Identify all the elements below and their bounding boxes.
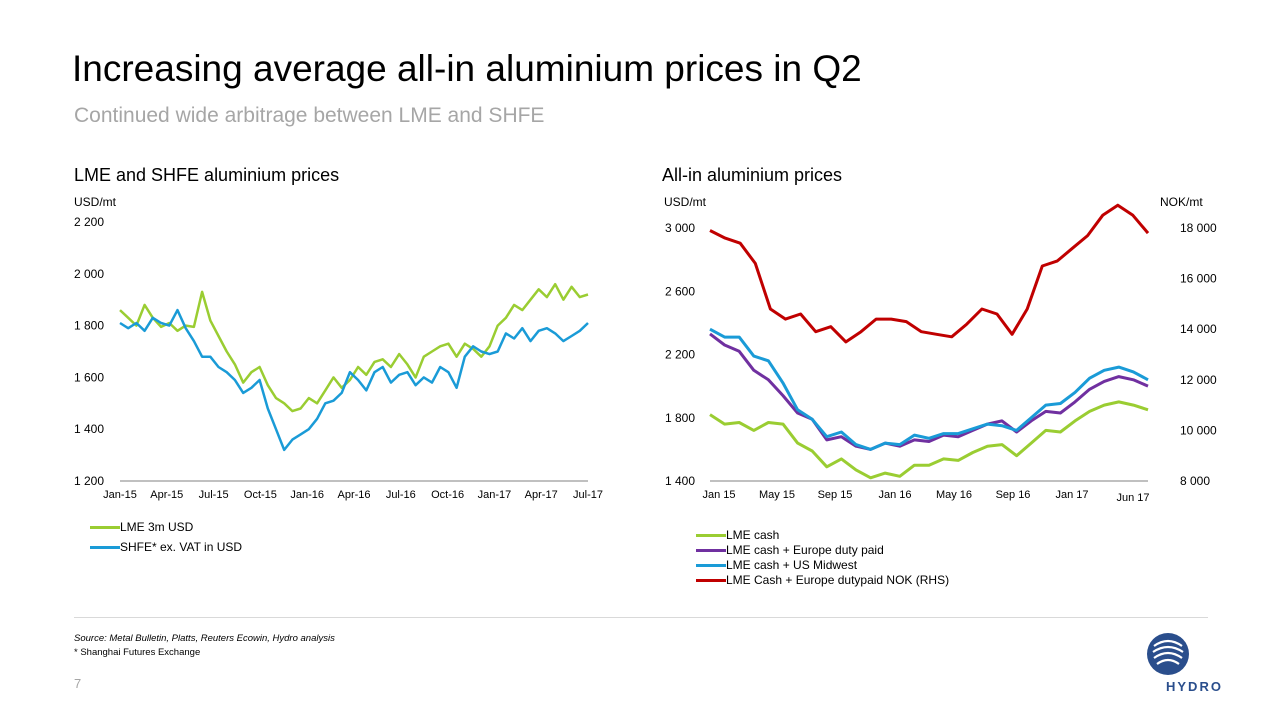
left-price-chart: 1 200 1 400 1 600 1 800 2 000 2 200 Jan-15 Apr-… — [74, 215, 603, 501]
x-tick-label: Jun 17 — [1116, 492, 1149, 504]
x-tick-label: Apr-15 — [150, 489, 183, 501]
x-tick-label: Sep 16 — [996, 489, 1031, 501]
hydro-logo-icon — [1147, 633, 1189, 675]
series-line-europe-duty-paid — [709, 332, 1149, 451]
x-tick-label: May 15 — [759, 489, 795, 501]
footer-divider — [74, 617, 1208, 618]
page-number: 7 — [74, 676, 82, 691]
y-tick-label-right: 10 000 — [1180, 423, 1217, 437]
legend-swatch-lme — [90, 525, 120, 529]
y-tick-label-right: 14 000 — [1180, 322, 1217, 336]
legend-item-nok: LME Cash + Europe dutypaid NOK (RHS) — [696, 573, 949, 587]
x-tick-label: May 16 — [936, 489, 972, 501]
legend-swatch-shfe — [90, 545, 120, 549]
right-allin-chart: 1 400 1 800 2 200 2 600 3 000 8 000 10 000 12 0… — [665, 203, 1217, 504]
y-tick-label: 1 800 — [74, 319, 104, 333]
y-tick-label: 1 400 — [74, 422, 104, 436]
y-tick-label-left: 1 400 — [665, 474, 695, 488]
y-tick-label-right: 12 000 — [1180, 373, 1217, 387]
left-chart-unit: USD/mt — [74, 195, 116, 209]
legend-swatch-europe — [696, 548, 726, 552]
x-tick-label: Sep 15 — [818, 489, 853, 501]
legend-label-europe: LME cash + Europe duty paid — [726, 543, 884, 557]
y-tick-label-right: 16 000 — [1180, 272, 1217, 286]
footnote: * Shanghai Futures Exchange — [74, 647, 201, 658]
x-tick-label: Jan-17 — [478, 489, 512, 501]
x-tick-label: Jul-17 — [573, 489, 603, 501]
series-line-lme-3m — [119, 282, 589, 413]
left-chart-title: LME and SHFE aluminium prices — [74, 165, 340, 185]
x-tick-label: Jul-16 — [386, 489, 416, 501]
x-tick-label: Jan-15 — [103, 489, 137, 501]
legend-swatch-us — [696, 563, 726, 567]
y-tick-label: 2 000 — [74, 267, 104, 281]
right-chart-unit-right: NOK/mt — [1160, 195, 1203, 209]
y-tick-label: 1 600 — [74, 370, 104, 384]
slide-title: Increasing average all-in aluminium pric… — [72, 48, 862, 89]
y-tick-label-left: 2 600 — [665, 284, 695, 298]
legend-item-europe: LME cash + Europe duty paid — [696, 543, 884, 557]
x-tick-label: Oct-16 — [431, 489, 464, 501]
y-tick-label-right: 8 000 — [1180, 474, 1210, 488]
y-tick-label-right: 18 000 — [1180, 221, 1217, 235]
legend-label-shfe: SHFE* ex. VAT in USD — [120, 540, 243, 554]
y-tick-label: 1 200 — [74, 474, 104, 488]
x-tick-label: Apr-16 — [337, 489, 370, 501]
legend-item-lme-cash: LME cash — [696, 528, 779, 542]
y-tick-label-left: 2 200 — [665, 348, 695, 362]
legend-label-lme-cash: LME cash — [726, 528, 780, 542]
series-line-shfe — [119, 308, 589, 452]
series-line-us-midwest — [709, 327, 1149, 451]
y-tick-label-left: 1 800 — [665, 411, 695, 425]
legend-label-nok: LME Cash + Europe dutypaid NOK (RHS) — [726, 573, 950, 587]
right-chart-title: All-in aluminium prices — [662, 165, 843, 185]
x-tick-label: Jan 16 — [878, 489, 911, 501]
legend-swatch-nok — [696, 578, 726, 582]
series-line-europe-nok — [709, 203, 1150, 344]
y-tick-label: 2 200 — [74, 215, 104, 229]
slide-subtitle: Continued wide arbitrage between LME and… — [74, 104, 545, 127]
hydro-logo-text: HYDRO — [1166, 679, 1223, 694]
legend-item-shfe: SHFE* ex. VAT in USD — [90, 540, 242, 554]
legend-item-lme-3m: LME 3m USD — [90, 520, 193, 534]
x-tick-label: Jan 17 — [1055, 489, 1088, 501]
legend-label-lme-3m: LME 3m USD — [120, 520, 194, 534]
x-tick-label: Jan-16 — [290, 489, 324, 501]
series-line-lme-cash — [709, 400, 1149, 480]
right-chart-unit-left: USD/mt — [664, 195, 706, 209]
legend-swatch-lme-cash — [696, 533, 726, 537]
source-note: Source: Metal Bulletin, Platts, Reuters … — [74, 633, 335, 644]
legend-label-us: LME cash + US Midwest — [726, 558, 858, 572]
x-tick-label: Apr-17 — [525, 489, 558, 501]
x-tick-label: Oct-15 — [244, 489, 277, 501]
x-tick-label: Jul-15 — [199, 489, 229, 501]
legend-item-us: LME cash + US Midwest — [696, 558, 857, 572]
y-tick-label-left: 3 000 — [665, 221, 695, 235]
x-tick-label: Jan 15 — [702, 489, 735, 501]
